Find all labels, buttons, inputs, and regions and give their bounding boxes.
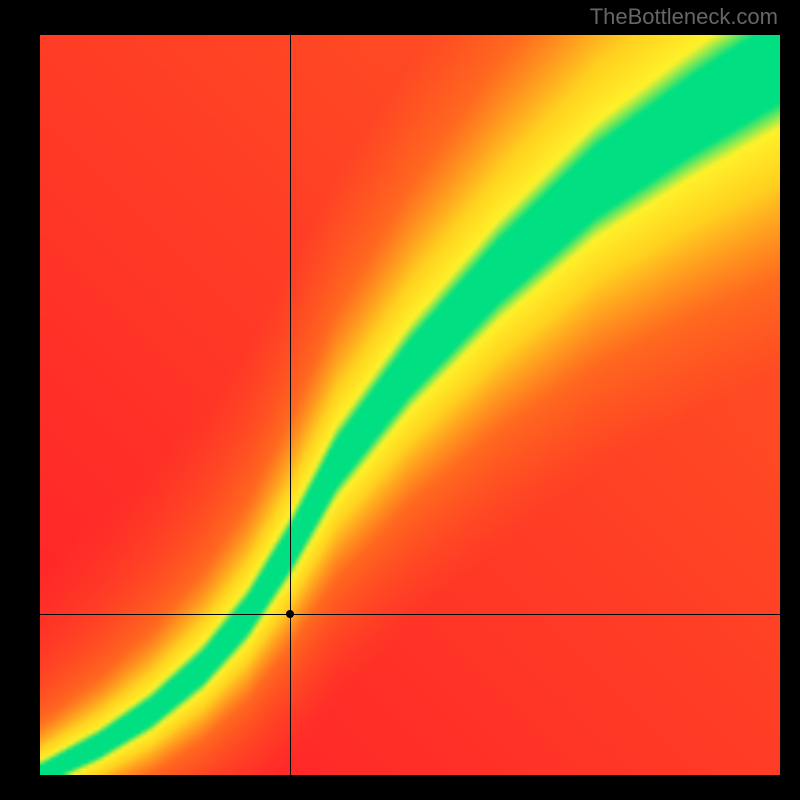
heatmap-plot xyxy=(40,35,780,775)
heatmap-canvas xyxy=(40,35,780,775)
crosshair-marker xyxy=(286,610,294,618)
crosshair-horizontal xyxy=(40,614,780,615)
crosshair-vertical xyxy=(290,35,291,775)
watermark-text: TheBottleneck.com xyxy=(590,4,778,30)
